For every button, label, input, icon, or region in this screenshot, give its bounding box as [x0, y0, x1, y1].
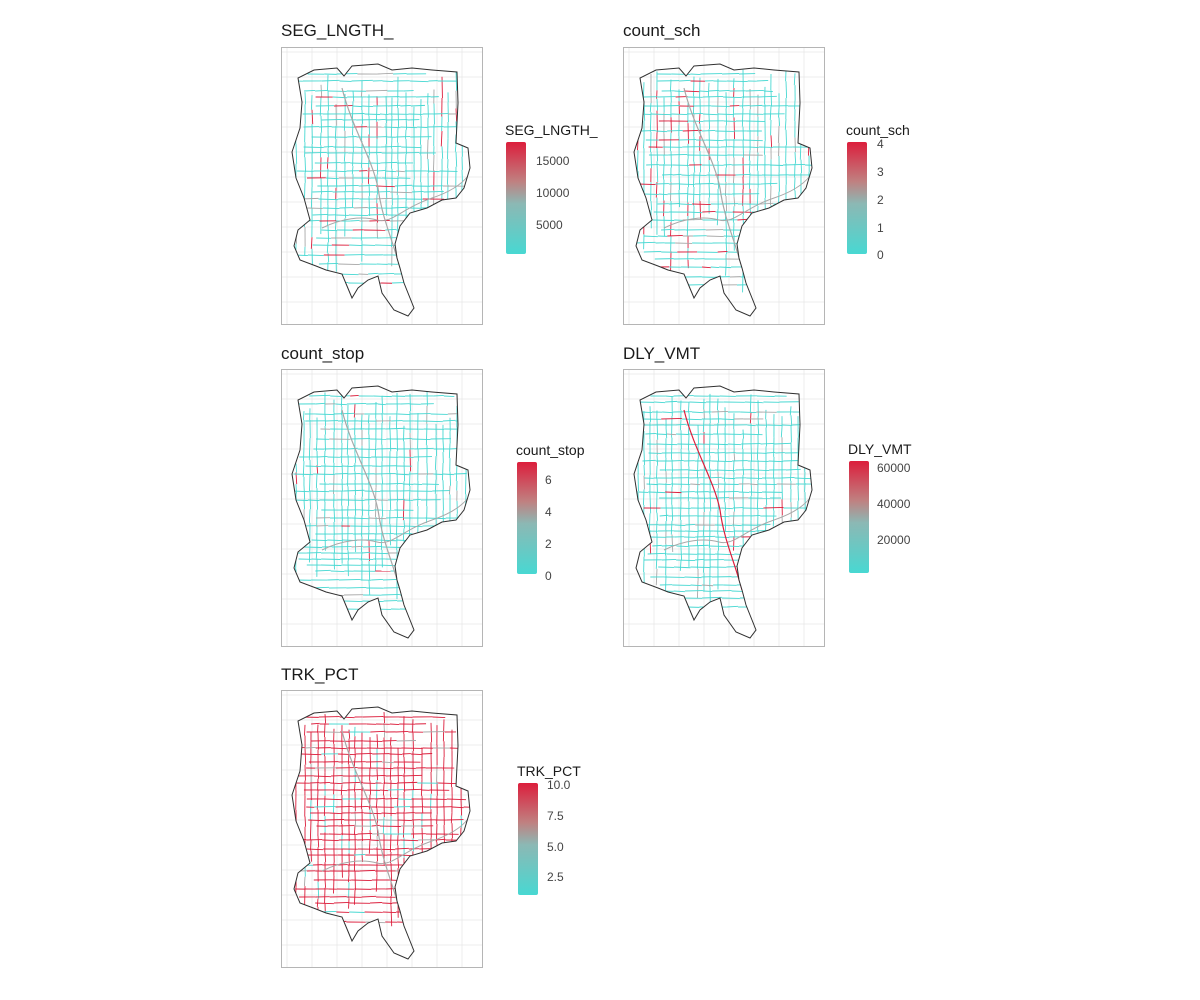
map-frame — [281, 369, 483, 647]
panel-title: count_sch — [623, 21, 701, 40]
legend-colorbar — [849, 461, 869, 573]
panel-title: DLY_VMT — [623, 344, 701, 363]
legend-tick: 5000 — [536, 218, 563, 232]
legend-tick: 2.5 — [547, 870, 564, 884]
panel-title: count_stop — [281, 344, 365, 363]
legend-colorbar — [517, 462, 537, 574]
map-frame — [623, 369, 825, 647]
legend-tick: 15000 — [536, 154, 570, 168]
panel-title: SEG_LNGTH_ — [281, 21, 394, 40]
legend-tick: 4 — [877, 137, 884, 151]
legend-tick: 4 — [545, 505, 552, 519]
legend-title: count_sch — [846, 122, 910, 138]
legend-title: count_stop — [516, 442, 585, 458]
legend-tick: 1 — [877, 221, 884, 235]
legend-tick: 5.0 — [547, 840, 564, 854]
legend-title: TRK_PCT — [517, 763, 581, 779]
road-map — [624, 370, 824, 646]
legend-tick: 7.5 — [547, 809, 564, 823]
legend-tick: 10.0 — [547, 778, 571, 792]
legend-tick: 60000 — [877, 461, 911, 475]
legend-colorbar — [506, 142, 526, 254]
road-map — [624, 48, 824, 324]
legend-colorbar — [847, 142, 867, 254]
road-map — [282, 48, 482, 324]
road-map — [282, 370, 482, 646]
legend-colorbar — [518, 783, 538, 895]
legend-tick: 0 — [877, 248, 884, 262]
legend-title: SEG_LNGTH_ — [505, 122, 598, 138]
legend-tick: 10000 — [536, 186, 570, 200]
legend-tick: 2 — [545, 537, 552, 551]
legend-tick: 3 — [877, 165, 884, 179]
road-map — [282, 691, 482, 967]
legend-tick: 6 — [545, 473, 552, 487]
legend-tick: 20000 — [877, 533, 911, 547]
legend-tick: 40000 — [877, 497, 911, 511]
panel-title: TRK_PCT — [281, 665, 359, 684]
legend-tick: 0 — [545, 569, 552, 583]
legend-title: DLY_VMT — [848, 441, 912, 457]
map-frame — [281, 47, 483, 325]
legend-tick: 2 — [877, 193, 884, 207]
map-frame — [281, 690, 483, 968]
map-frame — [623, 47, 825, 325]
